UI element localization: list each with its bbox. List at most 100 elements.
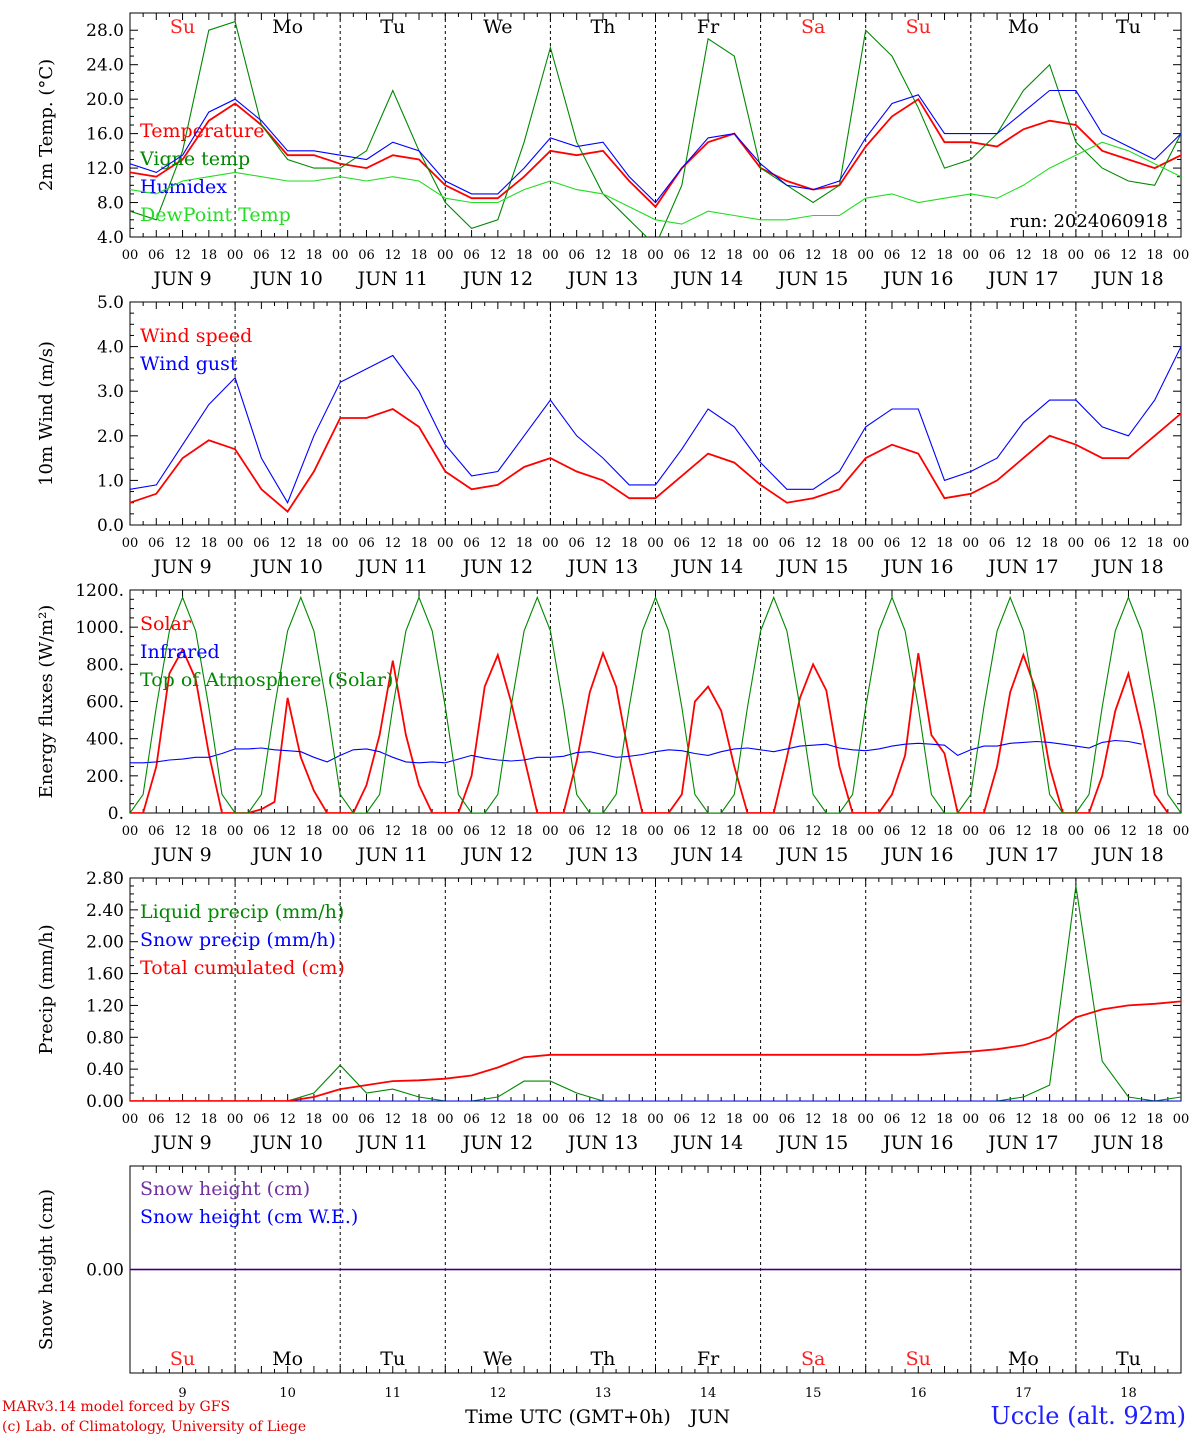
date-label: JUN 17 bbox=[986, 556, 1058, 578]
hour-tick-label: 06 bbox=[253, 536, 270, 551]
hour-tick-label: 18 bbox=[621, 824, 638, 839]
y-tick-label: 20.0 bbox=[86, 90, 124, 110]
y-tick-label: 12.0 bbox=[86, 159, 124, 179]
date-label: JUN 18 bbox=[1091, 556, 1163, 578]
date-label: JUN 14 bbox=[671, 1132, 743, 1154]
hour-tick-label: 06 bbox=[674, 248, 691, 263]
y-axis-label: 2m Temp. (°C) bbox=[36, 59, 57, 191]
date-label: JUN 9 bbox=[151, 844, 211, 866]
date-label: JUN 13 bbox=[566, 556, 638, 578]
hour-tick-label: 18 bbox=[621, 536, 638, 551]
hour-tick-label: 12 bbox=[384, 536, 401, 551]
hour-tick-label: 12 bbox=[700, 248, 717, 263]
hour-tick-label: 06 bbox=[674, 536, 691, 551]
date-label: JUN 13 bbox=[566, 268, 638, 290]
series-line-3 bbox=[130, 89, 1181, 204]
hour-tick-label: 18 bbox=[1146, 824, 1163, 839]
hour-tick-label: 06 bbox=[358, 824, 375, 839]
hour-tick-label: 12 bbox=[279, 1112, 296, 1127]
hour-tick-label: 06 bbox=[1094, 1112, 1111, 1127]
hour-tick-label: 12 bbox=[384, 824, 401, 839]
hour-tick-label: 12 bbox=[490, 824, 507, 839]
hour-tick-label: 00 bbox=[437, 536, 454, 551]
date-label: JUN 18 bbox=[1091, 268, 1163, 290]
hour-tick-label: 00 bbox=[437, 824, 454, 839]
hour-tick-label: 12 bbox=[805, 1112, 822, 1127]
hour-tick-label: 12 bbox=[490, 1112, 507, 1127]
day-number-label: 18 bbox=[1120, 1386, 1137, 1401]
y-tick-label: 1000. bbox=[75, 618, 124, 638]
hour-tick-label: 12 bbox=[490, 248, 507, 263]
hour-tick-label: 18 bbox=[936, 824, 953, 839]
hour-tick-label: 00 bbox=[227, 248, 244, 263]
hour-tick-label: 06 bbox=[148, 248, 165, 263]
x-axis-month-label: JUN bbox=[688, 1406, 730, 1428]
hour-tick-label: 00 bbox=[857, 1112, 874, 1127]
hour-tick-label: 18 bbox=[831, 1112, 848, 1127]
hour-tick-label: 06 bbox=[148, 1112, 165, 1127]
hour-tick-label: 18 bbox=[726, 536, 743, 551]
y-tick-label: 16.0 bbox=[86, 125, 124, 145]
panel-5: 0.00 Snow height (cm) Snow height (cm) Snow… bbox=[36, 1165, 1182, 1374]
y-tick-label: 0. bbox=[108, 804, 124, 824]
hour-tick-label: 00 bbox=[963, 248, 980, 263]
hour-tick-label: 06 bbox=[779, 248, 796, 263]
hour-tick-label: 12 bbox=[174, 1112, 191, 1127]
hour-tick-label: 12 bbox=[490, 536, 507, 551]
weekday-label-top: Sa bbox=[801, 16, 825, 38]
y-tick-label: 8.0 bbox=[97, 194, 124, 214]
hour-tick-label: 18 bbox=[201, 248, 218, 263]
hour-tick-label: 00 bbox=[122, 824, 139, 839]
day-number-label: 17 bbox=[1015, 1386, 1032, 1401]
hour-tick-label: 06 bbox=[568, 248, 585, 263]
date-label: JUN 10 bbox=[250, 556, 322, 578]
weekday-label-bottom: Th bbox=[590, 1348, 615, 1370]
hour-tick-label: 18 bbox=[831, 536, 848, 551]
hour-tick-label: 06 bbox=[779, 1112, 796, 1127]
hour-tick-label: 00 bbox=[1173, 824, 1190, 839]
hour-tick-label: 00 bbox=[1068, 824, 1085, 839]
hour-tick-label: 18 bbox=[411, 248, 428, 263]
hour-tick-label: 12 bbox=[1120, 824, 1137, 839]
hour-tick-label: 06 bbox=[884, 536, 901, 551]
hour-tick-label: 00 bbox=[332, 536, 349, 551]
hour-tick-label: 06 bbox=[674, 1112, 691, 1127]
hour-tick-label: 12 bbox=[279, 536, 296, 551]
hour-tick-label: 00 bbox=[542, 1112, 559, 1127]
hour-tick-label: 18 bbox=[1146, 248, 1163, 263]
hour-tick-label: 06 bbox=[463, 536, 480, 551]
x-axis-label: Time UTC (GMT+0h) bbox=[465, 1406, 671, 1428]
hour-tick-label: 06 bbox=[148, 536, 165, 551]
date-label: JUN 15 bbox=[776, 844, 848, 866]
date-label: JUN 9 bbox=[151, 1132, 211, 1154]
hour-tick-label: 12 bbox=[174, 824, 191, 839]
hour-tick-label: 00 bbox=[752, 824, 769, 839]
hour-tick-label: 18 bbox=[1041, 248, 1058, 263]
hour-tick-label: 18 bbox=[621, 248, 638, 263]
hour-tick-label: 00 bbox=[332, 1112, 349, 1127]
y-axis-label: Precip (mm/h) bbox=[36, 924, 57, 1054]
hour-tick-label: 06 bbox=[884, 1112, 901, 1127]
legend-entry: Vigne temp bbox=[139, 148, 250, 170]
legend-entry: Temperature bbox=[140, 120, 264, 142]
hour-tick-label: 12 bbox=[1120, 536, 1137, 551]
weekday-label-bottom: We bbox=[483, 1348, 512, 1370]
date-label: JUN 16 bbox=[881, 844, 953, 866]
hour-tick-label: 06 bbox=[253, 1112, 270, 1127]
y-tick-label: 5.0 bbox=[97, 293, 124, 313]
hour-tick-label: 06 bbox=[568, 536, 585, 551]
hour-tick-label: 06 bbox=[779, 824, 796, 839]
footer-credit-line-2: (c) Lab. of Climatology, University of L… bbox=[2, 1419, 307, 1435]
y-tick-label: 2.00 bbox=[86, 933, 124, 953]
weekday-label-top: Su bbox=[170, 16, 195, 38]
series-line-1 bbox=[130, 885, 1181, 1101]
hour-tick-label: 00 bbox=[647, 824, 664, 839]
hour-tick-label: 06 bbox=[463, 1112, 480, 1127]
hour-tick-label: 06 bbox=[253, 824, 270, 839]
series-line-1 bbox=[130, 647, 1169, 813]
date-label: JUN 10 bbox=[250, 268, 322, 290]
hour-tick-label: 00 bbox=[647, 248, 664, 263]
hour-tick-label: 12 bbox=[279, 824, 296, 839]
weekday-label-bottom: Mo bbox=[272, 1348, 303, 1370]
date-label: JUN 14 bbox=[671, 844, 743, 866]
